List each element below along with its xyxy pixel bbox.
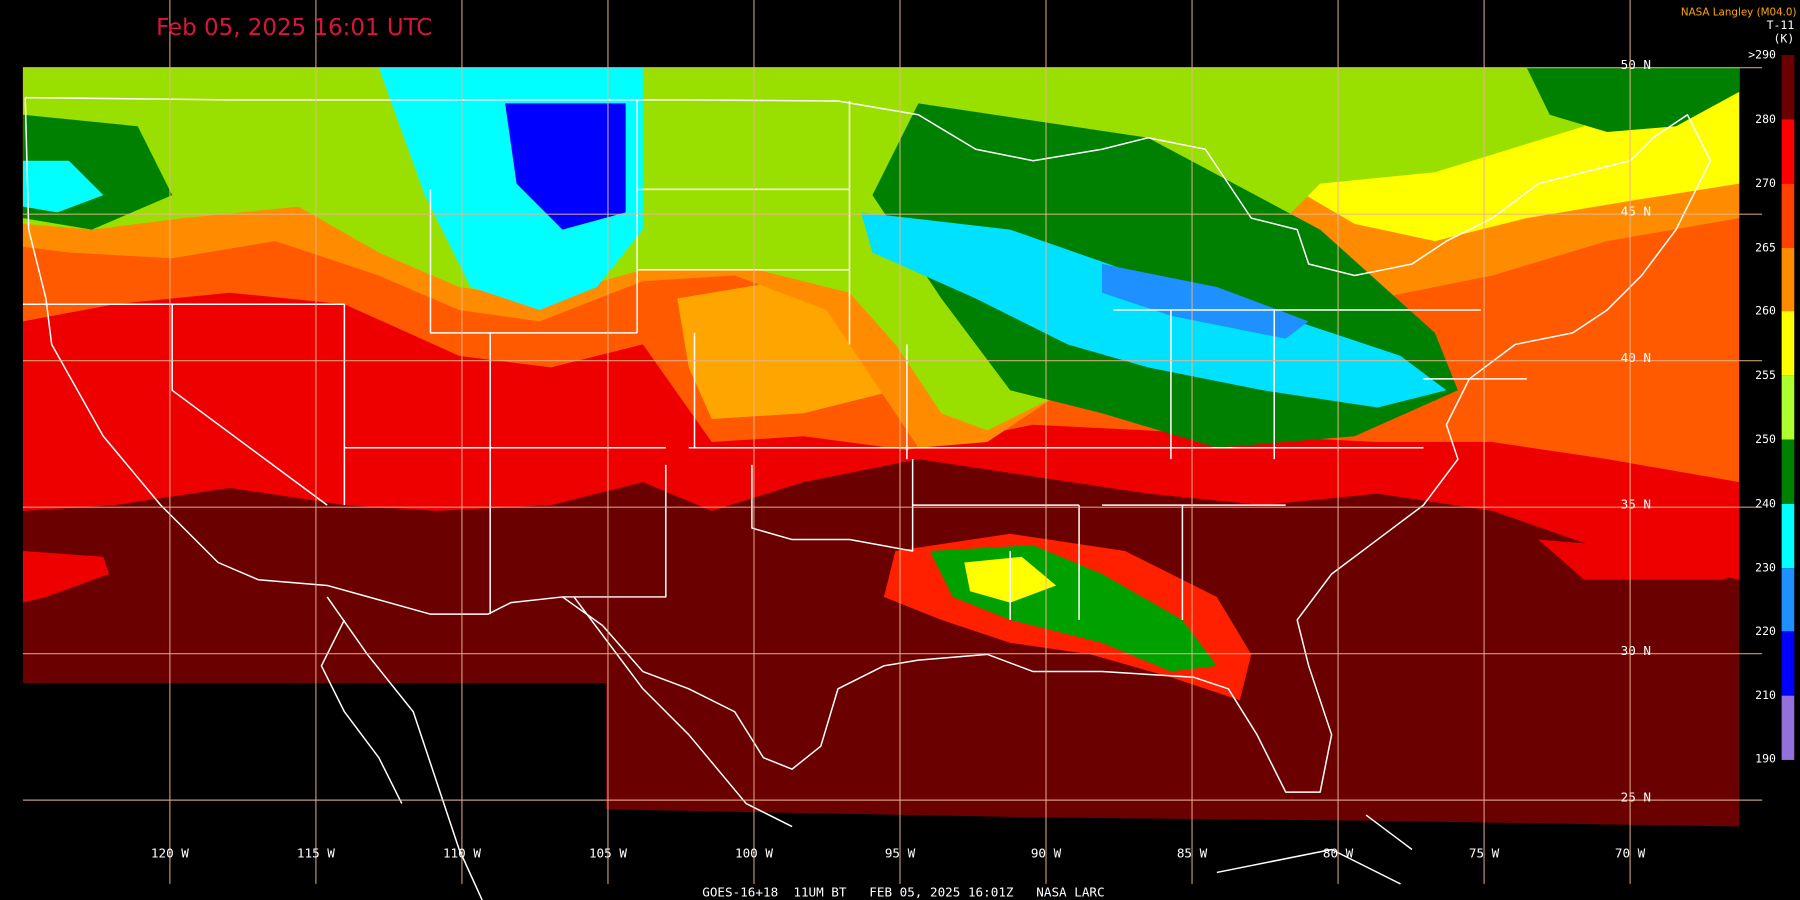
- legend-label: 255: [1755, 368, 1776, 382]
- borders: [22, 96, 1712, 900]
- us-outline: [24, 96, 1712, 793]
- legend-swatch: [1781, 439, 1795, 504]
- mexico-coast: [320, 596, 1413, 900]
- legend-label: 190: [1755, 751, 1776, 765]
- latitude-label: 25 N: [1621, 789, 1651, 804]
- legend-label: 265: [1755, 240, 1776, 254]
- legend-label: 230: [1755, 561, 1776, 575]
- latitude-label: 35 N: [1621, 496, 1651, 511]
- legend-swatch: [1781, 631, 1795, 696]
- legend-swatch: [1781, 119, 1795, 184]
- latitude-label: 50 N: [1621, 57, 1651, 72]
- legend-swatch: [1781, 695, 1795, 760]
- footer-caption: GOES-16+18 11UM BT FEB 05, 2025 16:01Z N…: [702, 885, 1104, 900]
- warm-region: [606, 683, 1740, 827]
- longitude-label: 100 W: [735, 846, 773, 861]
- legend-swatch: [1781, 311, 1795, 376]
- legend-label: 240: [1755, 496, 1776, 510]
- legend-swatch: [1781, 183, 1795, 248]
- longitude-label: 110 W: [443, 846, 481, 861]
- longitude-label: 85 W: [1177, 846, 1208, 861]
- cyan-region: [22, 160, 104, 213]
- red-region: [1538, 539, 1740, 580]
- red-region: [22, 551, 110, 603]
- blue-region: [1102, 264, 1309, 339]
- longitude-label: 75 W: [1469, 846, 1500, 861]
- blue-region: [505, 103, 626, 230]
- legend-label: >290: [1748, 48, 1776, 62]
- longitude-label: 95 W: [885, 846, 916, 861]
- longitude-label: 105 W: [589, 846, 627, 861]
- legend-swatch: [1781, 247, 1795, 312]
- legend-swatch: [1781, 55, 1795, 120]
- longitude-label: 70 W: [1615, 846, 1646, 861]
- legend-label: 250: [1755, 432, 1776, 446]
- legend-label: 280: [1755, 112, 1776, 126]
- longitude-label: 115 W: [297, 846, 335, 861]
- legend-swatch: [1781, 375, 1795, 440]
- source-label: NASA Langley (M04.0): [1681, 7, 1797, 19]
- legend-label: 210: [1755, 688, 1776, 702]
- legend-label: 270: [1755, 176, 1776, 190]
- timestamp: Feb 05, 2025 16:01 UTC: [156, 15, 432, 41]
- legend-label: 260: [1755, 304, 1776, 318]
- legend-swatch: [1781, 568, 1795, 632]
- imagery: [22, 67, 1740, 827]
- longitude-label: 120 W: [151, 846, 189, 861]
- legend-swatch: [1781, 503, 1795, 569]
- latitude-label: 30 N: [1621, 643, 1651, 658]
- legend-label: 220: [1755, 624, 1776, 638]
- longitude-label: 90 W: [1031, 846, 1062, 861]
- latitude-label: 45 N: [1621, 203, 1651, 218]
- legend-title: T-11: [1767, 18, 1795, 32]
- color-legend: NASA Langley (M04.0) T-11 (K) >290 280 270…: [1681, 7, 1797, 766]
- legend-unit: (K): [1774, 32, 1795, 46]
- state-line: [22, 99, 1527, 620]
- longitude-label: 80 W: [1323, 846, 1354, 861]
- graticule: 50 N 45 N 40 N 35 N 30 N 25 N 120 W 115 W 110 W 1…: [22, 0, 1763, 884]
- latitude-label: 40 N: [1621, 350, 1651, 365]
